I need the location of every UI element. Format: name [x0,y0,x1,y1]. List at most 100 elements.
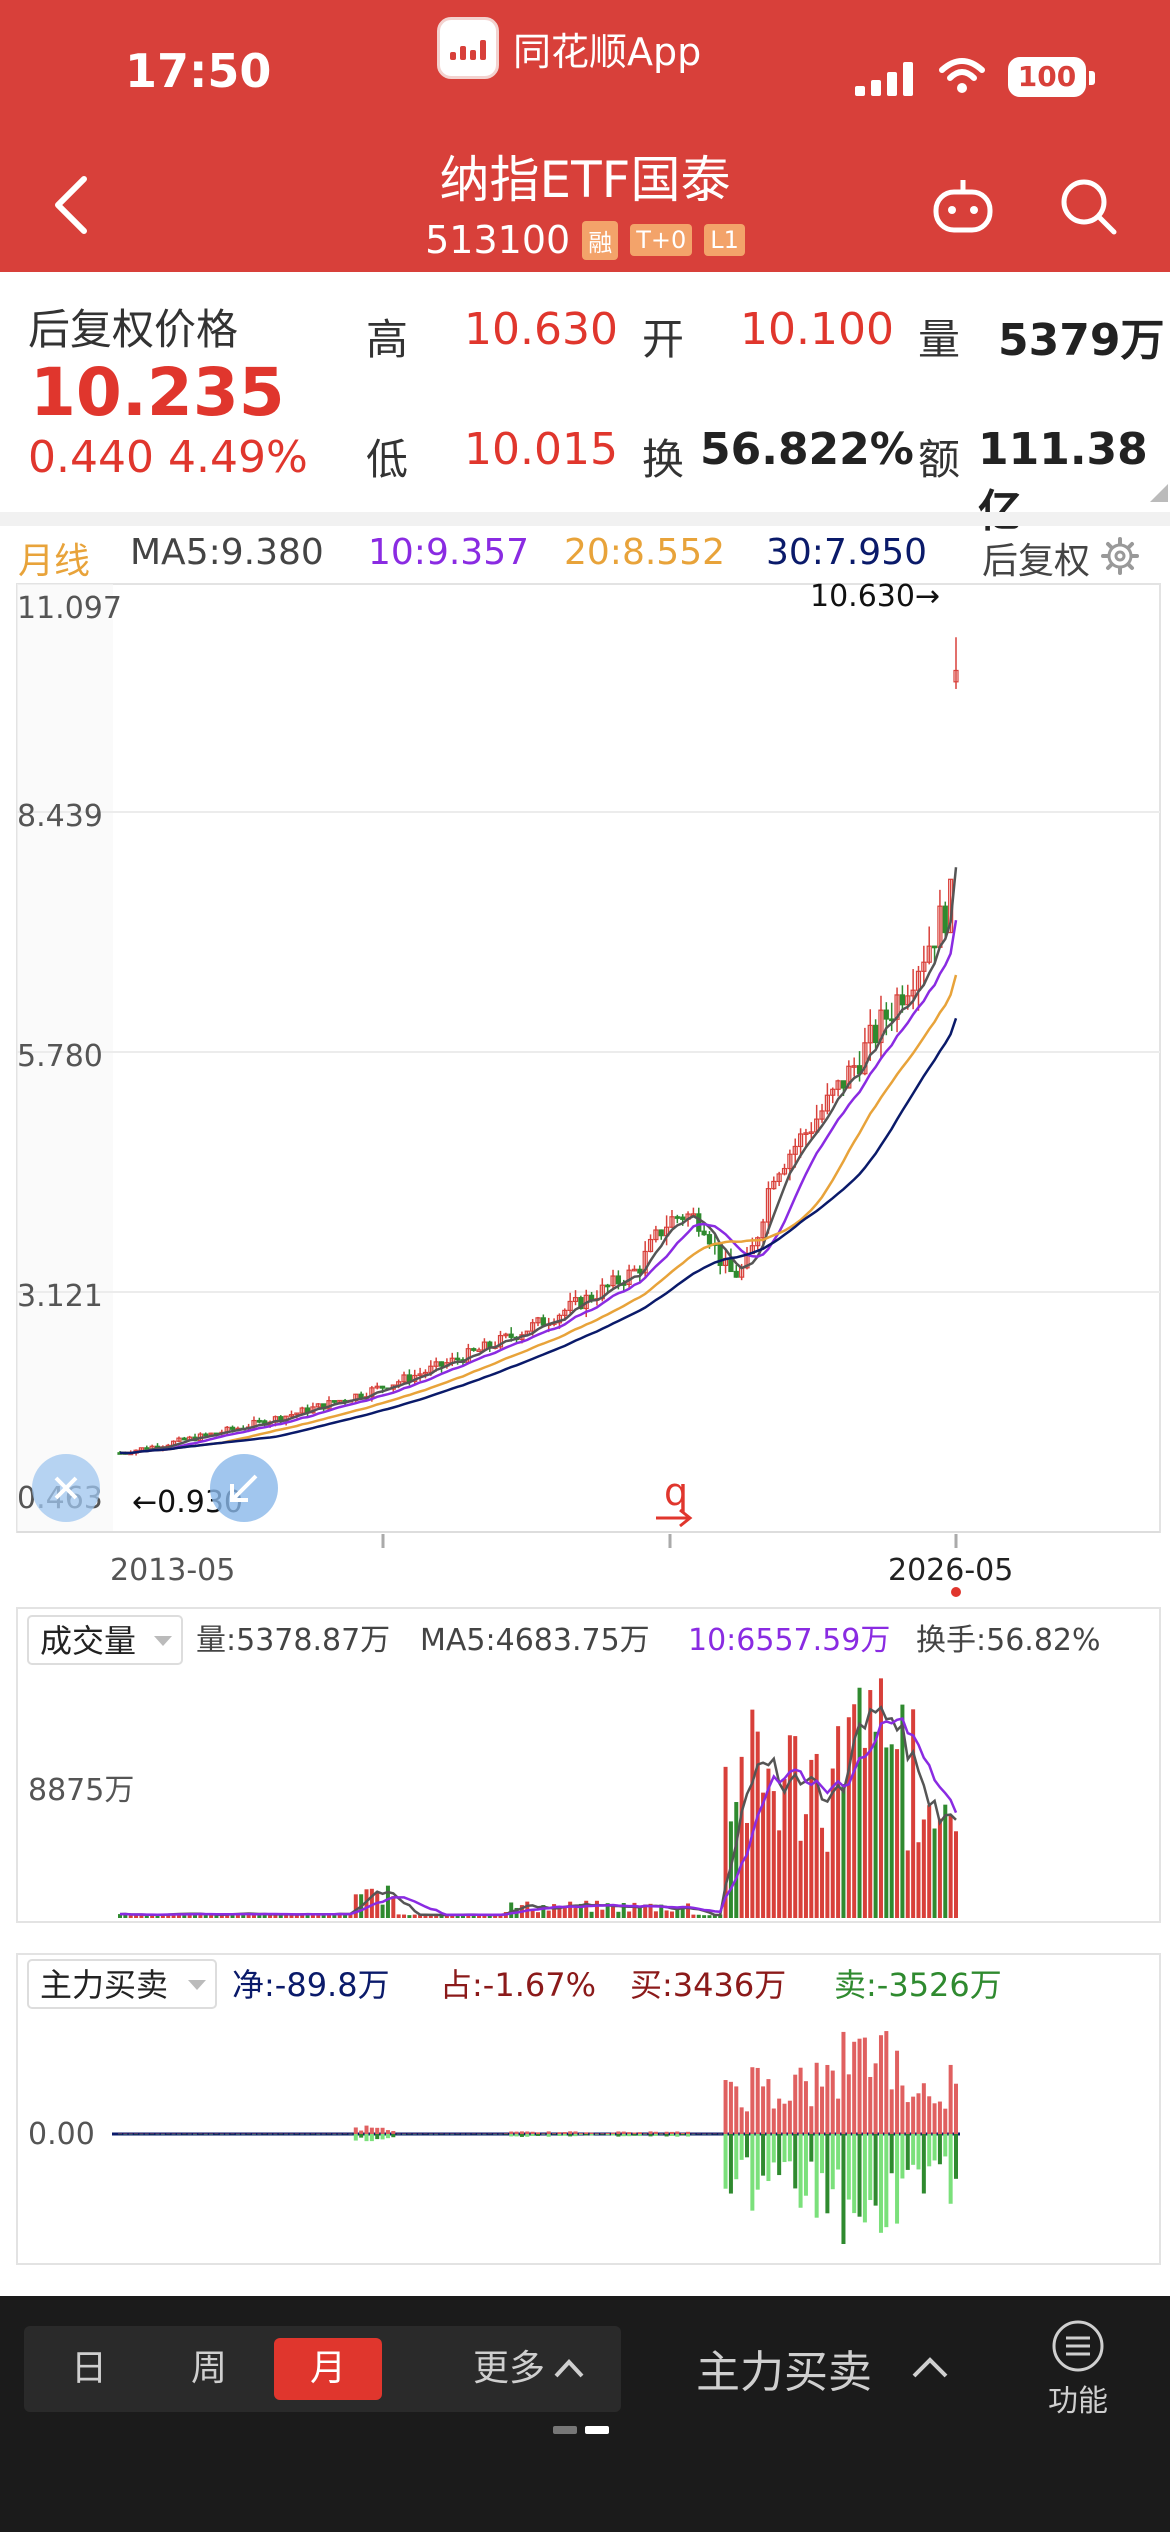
battery-tip [1089,71,1095,85]
volume-bar [771,1791,776,1918]
volume-bar [139,1914,144,1918]
volume-bar [487,1915,492,1918]
menu-circle-icon[interactable] [1050,2318,1106,2374]
flow-buy-bar [798,2067,803,2134]
volume-bar [257,1915,262,1918]
price-chart-frame [16,583,1161,1533]
flow-buy-bar [568,2131,573,2134]
search-icon[interactable] [1058,176,1118,236]
flow-buy-bar [589,2132,594,2134]
panel-chevron-up-icon[interactable] [910,2352,950,2382]
flow-buy-bar [353,2127,358,2134]
flow-buy-bar [803,2081,808,2134]
expand-corner-icon[interactable] [1150,484,1168,502]
low-value: 10.015 [464,424,618,475]
flow-buy-bar [605,2132,610,2134]
flow-sell-bar [745,2134,749,2158]
ma10-value: 10:9.357 [368,532,529,573]
robot-assistant-icon[interactable] [930,178,996,234]
candle-body [781,1167,788,1175]
volume-bar [321,1914,326,1918]
volume-bar [643,1904,648,1918]
flow-selector[interactable] [27,1959,217,2009]
flow-buy-bar [536,2132,540,2134]
volume-bar [675,1907,680,1918]
candle-body [176,1437,182,1442]
candle-body [229,1426,236,1430]
candle-body [862,1042,868,1075]
volume-bar [198,1913,203,1918]
flow-buy-bar [503,2133,508,2134]
volume-bar [589,1911,594,1918]
volume-turnover: 换手:56.82% [916,1623,1101,1658]
flow-sell-bar [589,2134,594,2136]
candle-body [417,1373,423,1377]
volume-bar [868,1690,873,1918]
candle-body [905,995,911,1006]
app-name: 同花顺App [513,29,702,74]
volume-bar [686,1903,691,1918]
candle-body [578,1297,584,1310]
kline-charts[interactable]: 11.097 8.439 5.780 3.121 0.463 10.630→ ←… [0,582,1170,2296]
volume-bar [546,1910,551,1918]
volume-bar [723,1766,728,1918]
volume-bar [884,1747,889,1918]
zoom-left-icon [54,1476,78,1500]
volume-bar [541,1905,546,1918]
candle-body [455,1357,461,1361]
volume-selector[interactable] [27,1615,183,1665]
candle-body [867,1024,873,1044]
volume-bar [707,1915,712,1918]
ma5-value: MA5:9.380 [130,532,324,573]
y-tick-top: 11.097 [17,591,122,626]
chevron-up-icon[interactable] [552,2354,586,2382]
volume-bar [878,1678,883,1918]
volume-value: 5379万 [998,315,1165,366]
ma-legend-bar: 月线 MA5:9.380 10:9.357 20:8.552 30:7.950 … [0,526,1170,582]
volume-ma10: 10:6557.59万 [688,1623,890,1658]
adjust-label[interactable]: 后复权 [982,541,1091,582]
volume-bar [289,1914,294,1918]
nav-marker[interactable]: q [664,1470,688,1514]
volume-bar [820,1827,825,1918]
candle-body [535,1317,541,1324]
candle-body [926,945,932,963]
candle-body [530,1322,536,1332]
volume-bar [814,1753,819,1918]
flow-sell-bar [771,2134,776,2163]
period-month[interactable]: 月 [274,2338,382,2400]
flow-sell-bar [798,2134,803,2208]
candle-body [476,1349,482,1353]
volume-bar [203,1915,208,1918]
volume-bar [498,1914,503,1918]
flow-sell-bar [637,2134,642,2137]
indicator-panel-label[interactable]: 主力买卖 [696,2347,872,2398]
flow-buy-bar [836,2098,841,2134]
function-label[interactable]: 功能 [1048,2384,1108,2419]
volume-bar [616,1911,621,1918]
volume-bar [402,1914,407,1918]
flow-buy-bar [675,2131,680,2134]
flow-buy-bar [637,2132,642,2134]
flow-sell-bar [578,2134,583,2135]
period-week[interactable]: 周 [190,2348,227,2389]
gear-icon[interactable] [1100,536,1140,576]
flow-sell-bar [621,2134,626,2137]
flow-buy-bar [750,2067,755,2134]
volume-bar [193,1913,198,1918]
flow-sell-bar [605,2134,610,2136]
low-label: 低 [366,435,409,484]
candle-body [374,1385,380,1389]
volume-bar [755,1731,760,1918]
flow-buy-bar [632,2132,637,2134]
volume-bar [584,1900,589,1918]
flow-buy-bar [755,2067,760,2134]
period-day[interactable]: 日 [70,2348,107,2389]
period-more[interactable]: 更多 [472,2348,545,2389]
app-indicator[interactable]: 同花顺App [437,17,702,79]
candle-body [755,1237,761,1247]
volume-bar [664,1910,669,1918]
period-label[interactable]: 月线 [18,541,91,582]
flow-sell-bar [723,2134,728,2189]
back-icon[interactable] [50,175,90,235]
